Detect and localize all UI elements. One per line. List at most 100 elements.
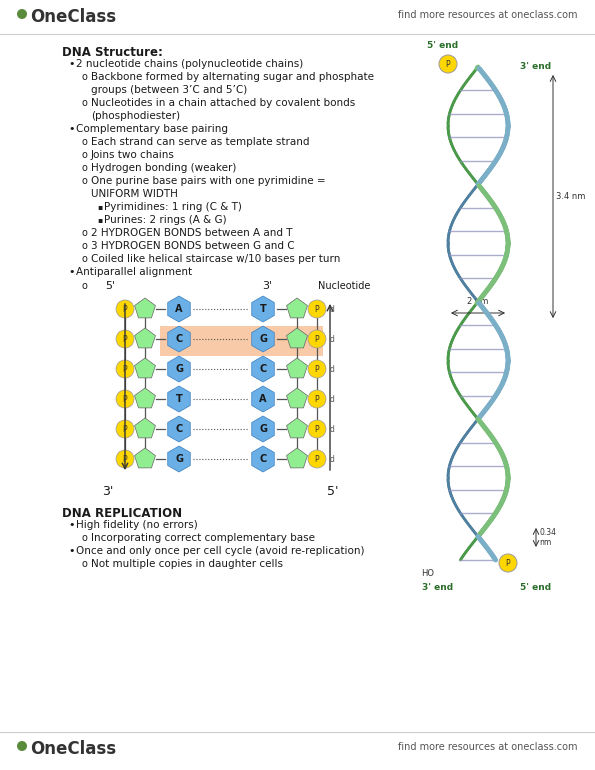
Text: d: d <box>330 364 335 373</box>
Circle shape <box>116 300 134 318</box>
Text: Nucleotides in a chain attached by covalent bonds: Nucleotides in a chain attached by coval… <box>91 98 355 108</box>
Text: 3' end: 3' end <box>520 62 551 71</box>
Text: P: P <box>123 364 127 373</box>
Text: Once and only once per cell cycle (avoid re-replication): Once and only once per cell cycle (avoid… <box>76 546 365 556</box>
Circle shape <box>17 9 27 19</box>
Text: Purines: 2 rings (A & G): Purines: 2 rings (A & G) <box>104 215 227 225</box>
Text: find more resources at oneclass.com: find more resources at oneclass.com <box>397 10 577 20</box>
Circle shape <box>308 300 326 318</box>
Text: 5': 5' <box>327 485 339 498</box>
Text: Complementary base pairing: Complementary base pairing <box>76 124 228 134</box>
Text: •: • <box>68 267 74 277</box>
Text: G: G <box>259 334 267 344</box>
Text: Not multiple copies in daughter cells: Not multiple copies in daughter cells <box>91 559 283 569</box>
Text: HO: HO <box>421 568 434 578</box>
Text: P: P <box>506 558 511 567</box>
Text: o: o <box>82 241 88 251</box>
Text: •: • <box>68 124 74 134</box>
Circle shape <box>116 450 134 468</box>
Text: C: C <box>259 454 267 464</box>
Text: 2 HYDROGEN BONDS between A and T: 2 HYDROGEN BONDS between A and T <box>91 228 293 238</box>
Text: A: A <box>176 304 183 314</box>
Circle shape <box>308 390 326 408</box>
Text: o: o <box>82 137 88 147</box>
Text: Antiparallel alignment: Antiparallel alignment <box>76 267 192 277</box>
Circle shape <box>308 360 326 378</box>
Circle shape <box>116 330 134 348</box>
Text: G: G <box>259 424 267 434</box>
Text: Backbone formed by alternating sugar and phosphate: Backbone formed by alternating sugar and… <box>91 72 374 82</box>
Text: P: P <box>123 304 127 313</box>
Text: P: P <box>315 394 320 403</box>
Text: 5' end: 5' end <box>520 583 551 592</box>
Text: DNA Structure:: DNA Structure: <box>62 46 163 59</box>
Text: Joins two chains: Joins two chains <box>91 150 175 160</box>
Circle shape <box>308 450 326 468</box>
Text: P: P <box>315 364 320 373</box>
Text: P: P <box>315 334 320 343</box>
Text: o: o <box>82 559 88 569</box>
Text: A: A <box>259 394 267 404</box>
Text: OneClass: OneClass <box>30 740 116 758</box>
FancyBboxPatch shape <box>160 326 323 356</box>
Text: o: o <box>82 533 88 543</box>
Text: d: d <box>330 454 335 464</box>
Circle shape <box>308 330 326 348</box>
Circle shape <box>116 360 134 378</box>
Text: G: G <box>175 454 183 464</box>
Circle shape <box>439 55 457 73</box>
Text: o: o <box>82 281 88 291</box>
Text: •: • <box>68 546 74 556</box>
Text: 2 nucleotide chains (polynucleotide chains): 2 nucleotide chains (polynucleotide chai… <box>76 59 303 69</box>
Text: P: P <box>315 304 320 313</box>
Text: 3': 3' <box>262 281 272 291</box>
Text: ▪: ▪ <box>97 202 102 211</box>
Text: o: o <box>82 98 88 108</box>
Text: •: • <box>68 520 74 530</box>
Circle shape <box>116 390 134 408</box>
Text: d: d <box>330 394 335 403</box>
Text: o: o <box>82 150 88 160</box>
Text: P: P <box>315 424 320 434</box>
Circle shape <box>116 420 134 438</box>
Text: ▪: ▪ <box>97 215 102 224</box>
Text: d: d <box>330 424 335 434</box>
Text: 3 HYDROGEN BONDS between G and C: 3 HYDROGEN BONDS between G and C <box>91 241 295 251</box>
Circle shape <box>17 741 27 751</box>
Text: d: d <box>330 304 335 313</box>
Text: T: T <box>176 394 183 404</box>
Text: o: o <box>82 72 88 82</box>
Text: Coiled like helical staircase w/10 bases per turn: Coiled like helical staircase w/10 bases… <box>91 254 340 264</box>
Text: •: • <box>68 59 74 69</box>
Text: 3.4 nm: 3.4 nm <box>556 192 585 201</box>
Text: 3': 3' <box>102 485 114 498</box>
Text: C: C <box>176 424 183 434</box>
Text: P: P <box>123 454 127 464</box>
Text: T: T <box>259 304 267 314</box>
Text: Pyrimidines: 1 ring (C & T): Pyrimidines: 1 ring (C & T) <box>104 202 242 212</box>
Text: 3' end: 3' end <box>422 583 453 592</box>
Text: Nucleotide: Nucleotide <box>318 281 370 291</box>
Text: 5' end: 5' end <box>427 41 459 50</box>
Text: o: o <box>82 254 88 264</box>
Text: 5': 5' <box>105 281 115 291</box>
Text: High fidelity (no errors): High fidelity (no errors) <box>76 520 198 530</box>
Text: C: C <box>176 334 183 344</box>
Text: o: o <box>82 228 88 238</box>
Text: groups (between 3’C and 5’C): groups (between 3’C and 5’C) <box>91 85 248 95</box>
Text: Hydrogen bonding (weaker): Hydrogen bonding (weaker) <box>91 163 236 173</box>
Text: (phosphodiester): (phosphodiester) <box>91 111 180 121</box>
Text: o: o <box>82 176 88 186</box>
Circle shape <box>499 554 517 572</box>
Text: Each strand can serve as template strand: Each strand can serve as template strand <box>91 137 309 147</box>
Text: OneClass: OneClass <box>30 8 116 26</box>
Text: find more resources at oneclass.com: find more resources at oneclass.com <box>397 742 577 752</box>
Text: Incorporating correct complementary base: Incorporating correct complementary base <box>91 533 315 543</box>
Text: G: G <box>175 364 183 374</box>
Text: 2 nm: 2 nm <box>467 297 488 306</box>
Text: 0.34
nm: 0.34 nm <box>539 527 556 547</box>
Text: DNA REPLICATION: DNA REPLICATION <box>62 507 182 520</box>
Text: One purine base pairs with one pyrimidine =: One purine base pairs with one pyrimidin… <box>91 176 325 186</box>
Text: d: d <box>330 334 335 343</box>
Text: o: o <box>82 163 88 173</box>
